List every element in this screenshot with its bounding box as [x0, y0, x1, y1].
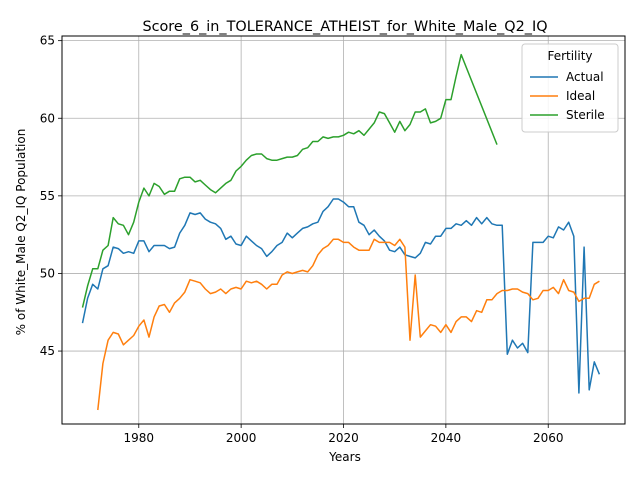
x-tick-label: 2060 — [533, 431, 564, 445]
series-line-actual — [81, 198, 601, 394]
legend-title: Fertility — [547, 49, 592, 63]
y-tick-label: 55 — [40, 189, 55, 203]
x-tick-label: 2040 — [431, 431, 462, 445]
y-axis-label: % of White_Male Q2_IQ Population — [14, 129, 28, 336]
legend-box — [521, 43, 619, 133]
x-axis-label: Years — [328, 450, 361, 464]
legend-items: Actual Ideal Sterile — [530, 70, 605, 122]
series-line-ideal — [97, 238, 600, 411]
legend-item-ideal: Ideal — [530, 89, 595, 103]
x-tick-label: 2020 — [328, 431, 359, 445]
y-tick-label: 60 — [40, 111, 55, 125]
x-axis-ticks: 1980 2000 2020 2040 2060 — [123, 424, 564, 445]
chart-title: Score_6_in_TOLERANCE_ATHEIST_for_White_M… — [142, 19, 547, 35]
legend-label: Actual — [566, 70, 604, 84]
legend-label: Sterile — [566, 108, 605, 122]
legend-item-sterile: Sterile — [530, 108, 605, 122]
y-axis-ticks: 45 50 55 60 65 — [40, 34, 62, 358]
y-tick-label: 45 — [40, 344, 55, 358]
series-line-sterile — [81, 53, 498, 308]
x-tick-label: 1980 — [123, 431, 154, 445]
x-tick-label: 2000 — [226, 431, 257, 445]
legend-label: Ideal — [566, 89, 595, 103]
series-lines — [81, 53, 601, 411]
y-tick-label: 65 — [40, 34, 55, 48]
legend: Fertility Actual Ideal Sterile — [521, 43, 619, 133]
y-tick-label: 50 — [40, 266, 55, 280]
legend-item-actual: Actual — [530, 70, 604, 84]
